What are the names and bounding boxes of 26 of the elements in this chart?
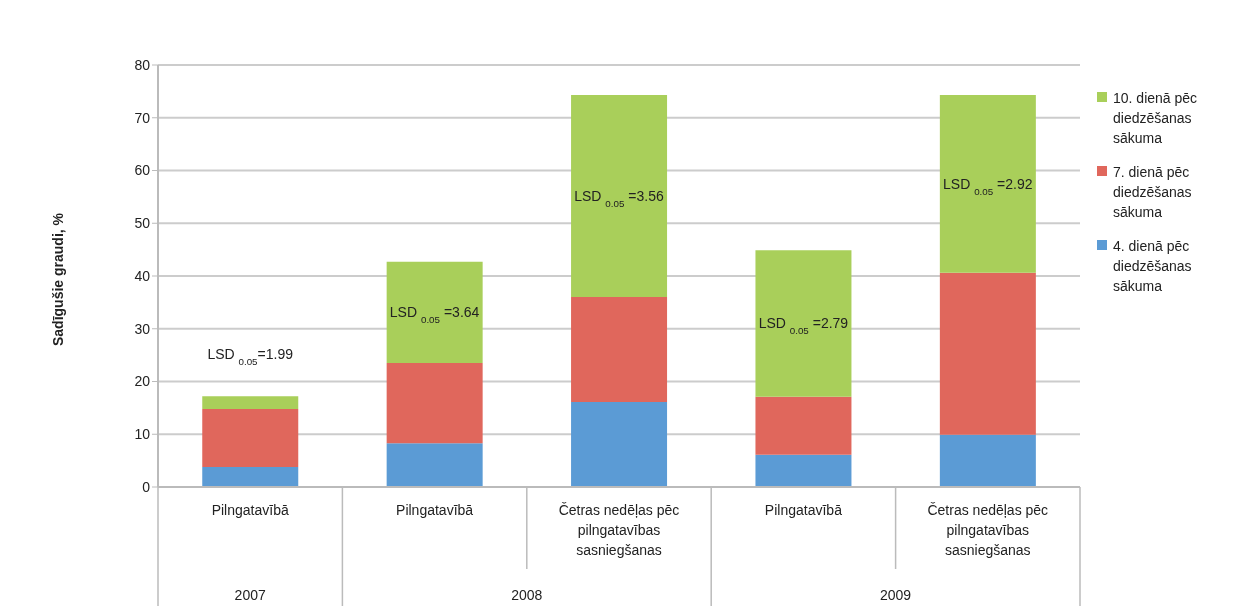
y-axis-title: Sadīgušie graudi, %	[49, 212, 66, 346]
legend-label: 10. dienā pēc diedzēšanas sākuma	[1113, 89, 1199, 148]
text: 2008	[511, 587, 543, 603]
y-tick-label: 60	[134, 162, 151, 179]
annotation: LSD $_{0.05}$ =3.64	[389, 304, 480, 325]
x-tick-label: Pilngatavībā	[211, 502, 289, 518]
y-tick-label: 0	[142, 478, 151, 495]
y-tick-label: 20	[134, 373, 151, 390]
legend-label: 7. dienā pēc diedzēšanas sākuma	[1113, 163, 1193, 222]
y-tick-label: 70	[134, 109, 151, 126]
annotation: LSD $_{0.05}$ =2.92	[943, 175, 1033, 197]
x-tick-label: Četras nedēļas pēc pilngatavības sasniegšanas	[558, 502, 680, 558]
x-tick-label: Pilngatavībā	[396, 502, 474, 518]
y-tick-label: 50	[134, 215, 151, 232]
annotation: LSD $_{0.05}$ =3.56	[574, 188, 664, 209]
annotation: LSD $_{0.05}$ =2.79	[758, 315, 849, 336]
text: 2009	[880, 587, 912, 603]
y-tick-label: 10	[134, 426, 151, 443]
x-tick-label: Pilngatavībā	[764, 502, 843, 518]
y-tick-label: 40	[134, 267, 151, 284]
annotation: LSD $_{0.05}$=1.99	[207, 346, 294, 367]
text: 2007	[234, 587, 266, 603]
y-tick-label: 80	[134, 56, 151, 73]
x-tick-label: Četras nedēļas pēc pilngatavības sasniegšanas	[927, 502, 1049, 558]
legend-label: 4. dienā pēc diedzēšanas sākuma	[1113, 237, 1193, 296]
y-tick-label: 30	[134, 320, 151, 337]
